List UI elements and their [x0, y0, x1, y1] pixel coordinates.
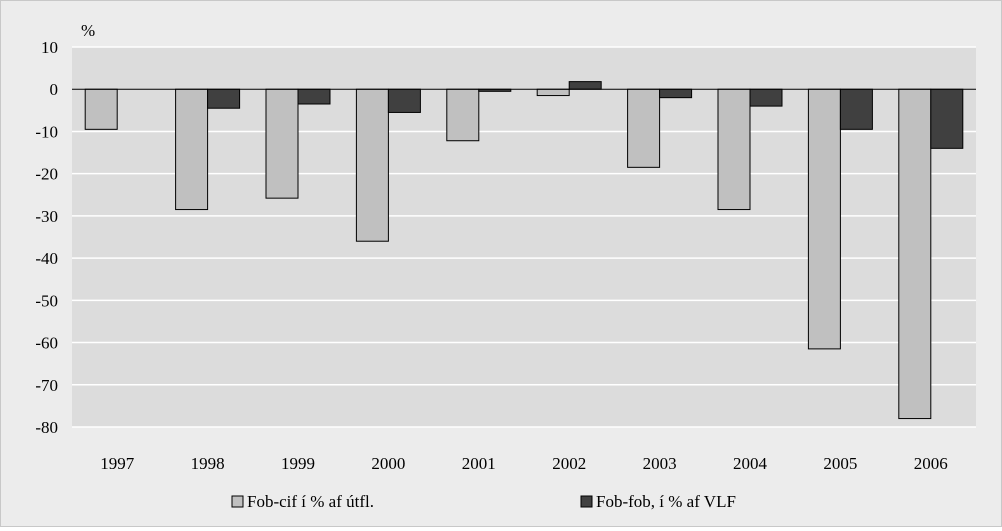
y-tick-label: -30: [35, 207, 58, 226]
x-tick-label: 1999: [281, 454, 315, 473]
bar-series-2-2006: [930, 88, 964, 149]
bar-series-1-1997: [84, 88, 118, 130]
y-tick-label: -60: [35, 334, 58, 353]
x-tick-label: 2005: [823, 454, 857, 473]
y-axis-unit: %: [81, 21, 95, 40]
y-tick-label: -40: [35, 249, 58, 268]
bar-series-1-1999: [265, 88, 299, 199]
y-tick-label: -70: [35, 376, 58, 395]
x-tick-label: 2002: [552, 454, 586, 473]
x-tick-label: 2006: [914, 454, 948, 473]
bar-series-1-2004: [717, 88, 751, 211]
bar-series-2-2002: [568, 81, 602, 90]
x-tick-label: 2003: [643, 454, 677, 473]
x-tick-label: 1998: [191, 454, 225, 473]
bar-series-1-2006: [898, 88, 932, 420]
bar-series-2-1998: [207, 88, 241, 109]
legend-swatch-series-2: [580, 495, 593, 508]
y-tick-label: -80: [35, 418, 58, 437]
bar-series-2-2004: [749, 88, 783, 107]
y-tick-label: -20: [35, 165, 58, 184]
legend-label-series-2: Fob-fob, í % af VLF: [596, 492, 736, 511]
y-axis-ticks: 10 0 -10 -20 -30 -40 -50 -60 -70 -80: [35, 38, 58, 437]
legend-swatch-series-1: [231, 495, 244, 508]
x-axis-ticks: 1997 1998 1999 2000 2001 2002 2003 2004 2005 2006: [100, 454, 948, 473]
y-tick-label: -10: [35, 122, 58, 141]
bar-series-1-2003: [627, 88, 661, 168]
x-tick-label: 2000: [371, 454, 405, 473]
y-tick-label: 0: [50, 80, 59, 99]
bar-series-1-1998: [175, 88, 209, 211]
bar-series-2-2005: [839, 88, 873, 130]
y-tick-label: 10: [41, 38, 58, 57]
x-tick-label: 2004: [733, 454, 768, 473]
y-tick-label: -50: [35, 291, 58, 310]
legend-label-series-1: Fob-cif í % af útfl.: [247, 492, 374, 511]
bar-series-1-2002: [536, 88, 570, 97]
bars: [84, 81, 964, 420]
legend: Fob-cif í % af útfl. Fob-fob, í % af VLF: [231, 492, 736, 511]
x-tick-label: 2001: [462, 454, 496, 473]
bar-series-1-2000: [355, 88, 389, 242]
bar-series-2-2000: [387, 88, 421, 113]
x-tick-label: 1997: [100, 454, 135, 473]
bar-series-2-1999: [297, 88, 331, 105]
bar-series-1-2005: [807, 88, 841, 350]
bar-series-1-2001: [446, 88, 480, 142]
bar-series-2-2003: [659, 88, 693, 99]
